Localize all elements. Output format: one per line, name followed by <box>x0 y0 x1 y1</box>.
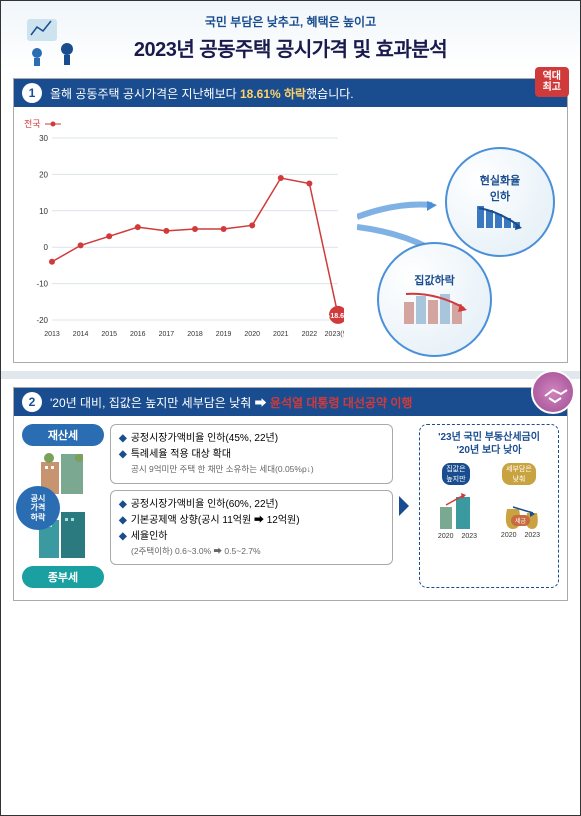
chart-area: 전국 -20 -10 0 10 20 30 2013 2014 2015 2016 2017 2018… <box>14 107 567 362</box>
section-divider <box>1 371 580 379</box>
panel-1-text-pre: 올해 공동주택 공시가격은 지난해보다 <box>50 87 240 101</box>
record-ribbon: 역대 최고 <box>535 67 569 97</box>
panel-1-highlight: 18.61% 하락 <box>240 87 306 101</box>
panel-2-number: 2 <box>22 392 42 412</box>
bubble-rate-down: 현실화율 인하 <box>445 147 555 257</box>
bars-down-icon <box>475 204 525 232</box>
side-circle-label: 공시 가격 하락 <box>16 486 60 530</box>
box2-line2: 기본공제액 상향(공시 11억원 ➡ 12억원) <box>131 513 300 529</box>
right-title: '23년 국민 부동산세금이 '20년 보다 낮아 <box>426 431 552 457</box>
middle-column: ◆공정시장가액비율 인하(45%, 22년) ◆특례세율 적용 대상 확대 공시… <box>110 424 393 588</box>
svg-text:20: 20 <box>39 170 48 179</box>
box2-line3: 세율인하 <box>131 529 168 545</box>
legend-label: 전국 <box>24 117 41 130</box>
box1-sub: 공시 9억미만 주택 한 채만 소유하는 세대(0.05%p↓) <box>131 463 384 477</box>
panel-1-header: 1 올해 공동주택 공시가격은 지난해보다 18.61% 하락했습니다. 역대 … <box>14 79 567 107</box>
panel-2-body: 재산세 공시 가격 하락 종부세 ◆공정시장가액비율 인하(45%, 22년) … <box>14 416 567 600</box>
svg-text:2019: 2019 <box>216 331 232 338</box>
bubble-2-label: 집값하락 <box>414 272 454 288</box>
svg-text:2018: 2018 <box>187 331 203 338</box>
panel-2-header: 2 '20년 대비, 집값은 높지만 세부담은 낮춰 ➡ 윤석열 대통령 대선공… <box>14 388 567 416</box>
rg-buildings: 2020 2023 <box>436 493 480 540</box>
tax-tag: 세금 <box>511 515 530 526</box>
panel-2-text: '20년 대비, 집값은 높지만 세부담은 낮춰 ➡ 윤석열 대통령 대선공약 … <box>50 394 412 411</box>
svg-text:2015: 2015 <box>101 331 117 338</box>
panel-1-number: 1 <box>22 83 42 103</box>
box2-sub: (2주택이하) 0.6~3.0% ➡ 0.5~2.7% <box>131 545 384 559</box>
tag-comprehensive-tax: 종부세 <box>22 566 104 588</box>
right-graphics: 2020 2023 세금 2020 2023 <box>426 493 552 540</box>
svg-text:2013: 2013 <box>44 331 60 338</box>
year-2020-l: 2020 <box>438 533 454 540</box>
header-title: 2023년 공동주택 공시가격 및 효과분석 <box>11 33 570 62</box>
svg-text:2020: 2020 <box>244 331 260 338</box>
svg-text:2023(안): 2023(안) <box>325 329 344 338</box>
panel-1-text: 올해 공동주택 공시가격은 지난해보다 18.61% 하락했습니다. <box>50 85 354 102</box>
arrow-right <box>399 424 413 588</box>
box1-line1: 공정시장가액비율 인하(45%, 22년) <box>131 431 278 447</box>
svg-text:-20: -20 <box>36 316 48 325</box>
right-summary-box: '23년 국민 부동산세금이 '20년 보다 낮아 집값은 높지만 세부담은 낮… <box>419 424 559 588</box>
chart-legend: 전국 <box>24 117 557 130</box>
bubble-1-label: 현실화율 인하 <box>480 172 520 204</box>
left-column: 재산세 공시 가격 하락 종부세 <box>22 424 104 588</box>
svg-text:2017: 2017 <box>159 331 175 338</box>
svg-text:2016: 2016 <box>130 331 146 338</box>
tag-property-tax: 재산세 <box>22 424 104 446</box>
info-box-1: ◆공정시장가액비율 인하(45%, 22년) ◆특례세율 적용 대상 확대 공시… <box>110 424 393 484</box>
handshake-icon <box>531 370 575 414</box>
svg-text:30: 30 <box>39 134 48 143</box>
right-title-top: '23년 국민 부동산세금이 <box>438 432 540 443</box>
box1-line2: 특례세율 적용 대상 확대 <box>131 447 231 463</box>
year-2023-r: 2023 <box>525 532 541 539</box>
header-subtitle: 국민 부담은 낮추고, 혜택은 높이고 <box>11 13 570 30</box>
panel-1-text-post: 했습니다. <box>306 87 354 101</box>
rg-money: 세금 2020 2023 <box>499 493 543 540</box>
side-circle-text: 공시 가격 하락 <box>31 494 46 523</box>
svg-text:2021: 2021 <box>273 331 289 338</box>
mini-label-left: 집값은 높지만 <box>442 463 469 485</box>
year-2023-l: 2023 <box>462 533 478 540</box>
year-2020-r: 2020 <box>501 532 517 539</box>
right-title-bot: '20년 보다 낮아 <box>456 445 521 456</box>
bubble-price-down: 집값하락 <box>377 242 492 357</box>
svg-text:10: 10 <box>39 207 48 216</box>
mini-buildings-icon <box>436 493 480 531</box>
svg-text:2022: 2022 <box>302 331 318 338</box>
panel-2-highlight: 윤석열 대통령 대선공약 이행 <box>270 396 412 410</box>
mini-label-right: 세부담은 낮춰 <box>502 463 536 485</box>
box2-line1: 공정시장가액비율 인하(60%, 22년) <box>131 497 278 513</box>
line-chart: -20 -10 0 10 20 30 2013 2014 2015 2016 2017 2018 201… <box>24 132 344 342</box>
svg-text:0: 0 <box>44 243 49 252</box>
header: 국민 부담은 낮추고, 혜택은 높이고 2023년 공동주택 공시가격 및 효과… <box>1 1 580 70</box>
svg-text:-10: -10 <box>36 280 48 289</box>
svg-text:2014: 2014 <box>73 331 89 338</box>
svg-text:-18.61: -18.61 <box>328 313 344 320</box>
info-box-2: ◆공정시장가액비율 인하(60%, 22년) ◆기본공제액 상향(공시 11억원… <box>110 490 393 566</box>
buildings-icon <box>400 288 470 328</box>
header-illustration <box>19 11 89 66</box>
panel-2-text-pre: '20년 대비, 집값은 높지만 세부담은 낮춰 ➡ <box>50 396 270 410</box>
panel-2: 2 '20년 대비, 집값은 높지만 세부담은 낮춰 ➡ 윤석열 대통령 대선공… <box>13 387 568 601</box>
panel-1: 1 올해 공동주택 공시가격은 지난해보다 18.61% 하락했습니다. 역대 … <box>13 78 568 363</box>
